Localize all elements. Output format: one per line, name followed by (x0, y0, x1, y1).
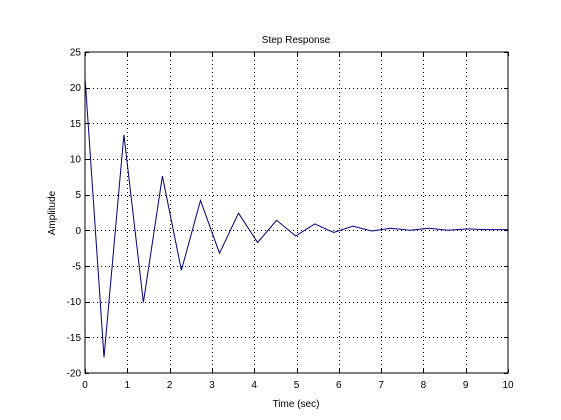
x-axis-label: Time (sec) (273, 399, 320, 410)
x-tick-label: 8 (421, 380, 427, 391)
x-tick-labels: 0 1 2 3 4 5 6 7 8 9 10 (82, 380, 514, 391)
x-tick-label: 3 (209, 380, 215, 391)
x-tick-label: 2 (167, 380, 173, 391)
x-tick-label: 4 (251, 380, 257, 391)
series (84, 76, 508, 358)
x-tick-label: 5 (294, 380, 300, 391)
x-tick-label: 7 (378, 380, 384, 391)
x-tick-label: 10 (502, 380, 514, 391)
y-tick-label: -5 (72, 262, 81, 273)
y-tick-label: 20 (70, 83, 82, 94)
ticks (85, 52, 509, 374)
x-tick-label: 6 (336, 380, 342, 391)
y-tick-labels: -20 -15 -10 -5 0 5 10 15 20 25 (67, 48, 82, 380)
y-tick-label: -15 (67, 333, 82, 344)
y-tick-label: 0 (75, 226, 81, 237)
x-tick-label: 0 (82, 380, 88, 391)
y-tick-label: -20 (67, 369, 82, 380)
y-tick-label: 15 (70, 119, 82, 130)
grid (85, 52, 508, 373)
y-tick-label: 25 (70, 48, 82, 59)
x-tick-label: 1 (125, 380, 131, 391)
y-axis-label: Amplitude (47, 190, 58, 235)
y-tick-label: 5 (75, 190, 81, 201)
series-line (84, 76, 508, 358)
x-tick-label: 9 (463, 380, 469, 391)
chart-title: Step Response (262, 35, 331, 46)
y-tick-label: -10 (67, 297, 82, 308)
y-tick-label: 10 (70, 155, 82, 166)
axes-box (84, 51, 509, 374)
